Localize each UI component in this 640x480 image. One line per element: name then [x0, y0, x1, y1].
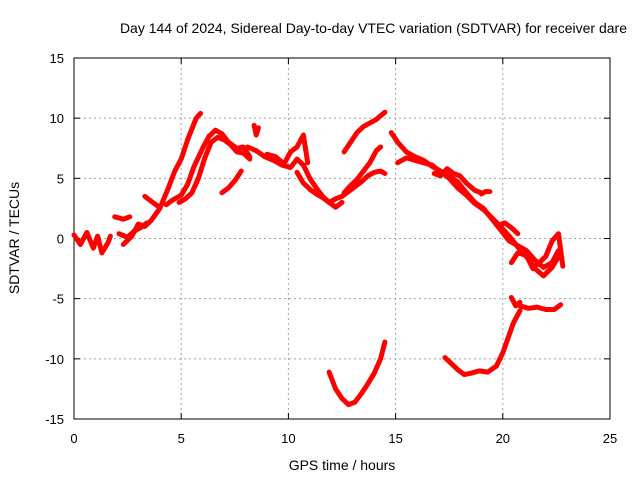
- series-arc-b: [112, 214, 133, 222]
- grid: [74, 58, 610, 419]
- series-arc-x: [517, 302, 564, 312]
- x-tick-labels: 0 5 10 15 20 25: [70, 431, 617, 446]
- series-arc-r: [431, 166, 484, 196]
- x-tick-label: 0: [70, 431, 77, 446]
- y-tick-label: -5: [52, 292, 64, 307]
- series-arc-d: [120, 110, 203, 247]
- series-arc-l: [294, 168, 388, 205]
- y-tick-label: 15: [50, 51, 64, 66]
- y-tick-label: -10: [45, 352, 64, 367]
- series-arc-t: [496, 220, 521, 237]
- chart-title: Day 144 of 2024, Sidereal Day-to-day VTE…: [120, 20, 627, 36]
- series-arc-a: [71, 230, 113, 256]
- series-arc-h: [219, 168, 244, 196]
- x-tick-label: 15: [388, 431, 402, 446]
- x-tick-label: 5: [178, 431, 185, 446]
- axis-ticks: [73, 57, 611, 420]
- x-axis-label: GPS time / hours: [289, 457, 396, 473]
- data-series: [71, 109, 566, 408]
- x-tick-label: 10: [281, 431, 295, 446]
- series-arc-n: [341, 144, 384, 196]
- x-tick-label: 25: [603, 431, 617, 446]
- series-arc-e: [142, 193, 161, 209]
- y-tick-label: 10: [50, 111, 64, 126]
- y-axis-label: SDTVAR / TECUs: [6, 182, 22, 294]
- series-arc-u: [508, 231, 566, 272]
- series-arc-q: [395, 155, 561, 270]
- series-arc-g: [176, 134, 253, 205]
- series-arc-o: [326, 339, 388, 408]
- series-arc-k: [264, 132, 311, 167]
- series-arc-v: [442, 308, 523, 377]
- y-tick-label: -15: [45, 412, 64, 427]
- series-arc-w: [508, 295, 523, 309]
- y-tick-label: 5: [57, 171, 64, 186]
- series-arc-m: [341, 109, 388, 155]
- y-tick-labels: 15 10 5 0 -5 -10 -15: [45, 51, 64, 427]
- series-arc-i: [251, 122, 261, 138]
- series-arc-s: [478, 189, 493, 197]
- series-arc-j: [245, 144, 345, 210]
- x-tick-label: 20: [496, 431, 510, 446]
- y-tick-label: 0: [57, 232, 64, 247]
